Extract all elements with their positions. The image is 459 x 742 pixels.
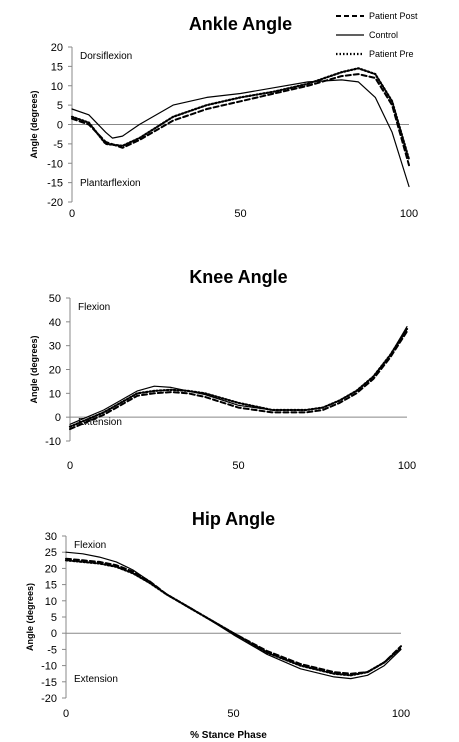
y-tick-label: 30 — [49, 341, 61, 353]
legend-label: Patient Pre — [369, 49, 414, 59]
y-tick-label: 15 — [51, 61, 63, 73]
chart-panel-3: Hip Angle -20 -15 -10 -5 0 5 10 15 20 25 30 0 50 100 An… — [25, 509, 410, 741]
series-line-patient-post — [69, 330, 408, 431]
x-tick-label: 50 — [227, 708, 239, 720]
legend-label: Patient Post — [369, 11, 418, 21]
y-tick-label: 10 — [49, 388, 61, 400]
x-tick-label: 0 — [63, 708, 69, 720]
y-tick-label: -15 — [47, 178, 63, 190]
x-tick-label: 0 — [67, 460, 73, 472]
y-tick-label: -5 — [47, 644, 57, 656]
series-line-patient-post — [71, 73, 410, 167]
y-tick-label: 20 — [49, 365, 61, 377]
y-tick-label: 0 — [55, 412, 61, 424]
legend-label: Control — [369, 30, 398, 40]
chart-title: Hip Angle — [192, 509, 275, 529]
x-axis-label: % Stance Phase — [190, 730, 267, 741]
annotation-bottom: Extension — [78, 417, 122, 428]
y-tick-label: 20 — [51, 42, 63, 54]
y-tick-label: 40 — [49, 317, 61, 329]
y-tick-label: 15 — [45, 580, 57, 592]
y-tick-label: 10 — [45, 596, 57, 608]
series-line-control — [71, 79, 410, 188]
annotation-top: Dorsiflexion — [80, 51, 132, 62]
y-axis-label: Angle (degrees) — [29, 335, 39, 403]
y-tick-label: -10 — [47, 158, 63, 170]
x-tick-label: 0 — [69, 208, 75, 220]
chart-panel-1: Ankle Angle -20 -15 -10 -5 0 5 10 15 20 0 50 100 Angl… — [29, 14, 418, 220]
series-line-patient-post — [65, 557, 402, 675]
y-tick-label: 0 — [57, 120, 63, 132]
x-tick-label: 100 — [398, 460, 416, 472]
y-tick-label: -15 — [41, 677, 57, 689]
x-tick-label: 50 — [234, 208, 246, 220]
y-tick-label: 20 — [45, 563, 57, 575]
legend: Patient Post Control Patient Pre — [336, 11, 418, 59]
y-tick-label: 10 — [51, 81, 63, 93]
y-tick-label: 25 — [45, 547, 57, 559]
y-tick-label: -10 — [45, 436, 61, 448]
y-tick-label: 5 — [51, 612, 57, 624]
y-tick-label: 50 — [49, 293, 61, 305]
annotation-bottom: Extension — [74, 674, 118, 685]
y-tick-label: 5 — [57, 100, 63, 112]
x-tick-label: 50 — [232, 460, 244, 472]
x-tick-label: 100 — [392, 708, 410, 720]
x-tick-label: 100 — [400, 208, 418, 220]
series-line-control — [65, 551, 402, 680]
series-line-patient-pre — [64, 559, 403, 677]
y-axis-label: Angle (degrees) — [29, 90, 39, 158]
annotation-bottom: Plantarflexion — [80, 178, 141, 189]
series-line-patient-pre — [68, 327, 409, 428]
y-tick-label: -10 — [41, 661, 57, 673]
chart-panel-2: Knee Angle -10 0 10 20 30 40 50 0 50 100 Angle (deg… — [29, 267, 416, 472]
y-tick-label: -20 — [47, 197, 63, 209]
chart-title: Ankle Angle — [189, 14, 292, 34]
annotation-top: Flexion — [78, 302, 110, 313]
y-axis-label: Angle (degrees) — [25, 583, 35, 651]
chart-title: Knee Angle — [189, 267, 287, 287]
series-line-patient-pre — [70, 67, 411, 161]
y-tick-label: -20 — [41, 693, 57, 705]
series-line-control — [69, 326, 408, 425]
y-tick-label: -5 — [53, 139, 63, 151]
y-tick-label: 0 — [51, 628, 57, 640]
y-tick-label: 30 — [45, 531, 57, 543]
annotation-top: Flexion — [74, 540, 106, 551]
